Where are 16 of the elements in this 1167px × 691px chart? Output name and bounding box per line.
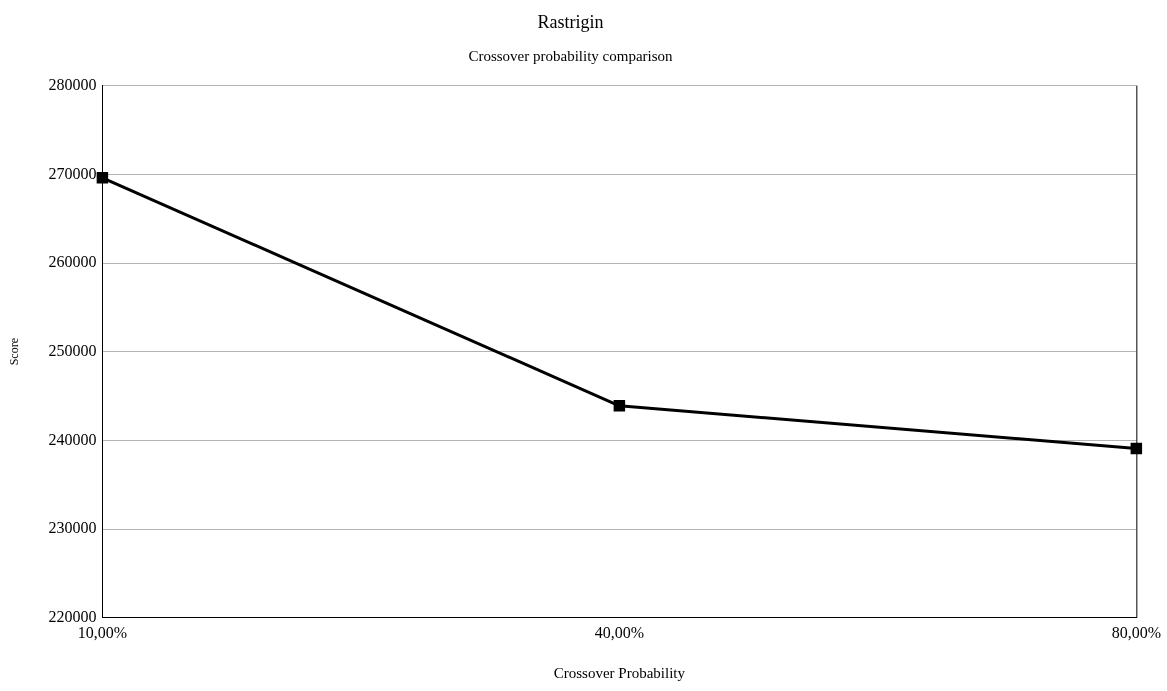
point (96, 172, 109, 184)
y-tick-label: 250000 (48, 341, 97, 359)
y-tick-label: 230000 (48, 519, 97, 537)
y-tick-label: 260000 (48, 253, 97, 271)
x-tick-label: 80,00% (1111, 623, 1161, 641)
chart-title: Rastrigin (537, 11, 604, 32)
y-axis-title: Score (7, 338, 22, 366)
y-tick-label: 220000 (48, 608, 97, 625)
x-axis-title: Crossover Probability (553, 664, 686, 681)
x-tick-label: 40,00% (594, 623, 645, 641)
point (613, 400, 626, 412)
y-tick-label: 270000 (48, 164, 97, 182)
x-tick-label: 10,00% (77, 623, 128, 641)
y-tick-label: 240000 (48, 430, 97, 448)
y-tick-label: 280000 (48, 75, 97, 93)
chart-subtitle: Crossover probability comparison (468, 47, 674, 64)
